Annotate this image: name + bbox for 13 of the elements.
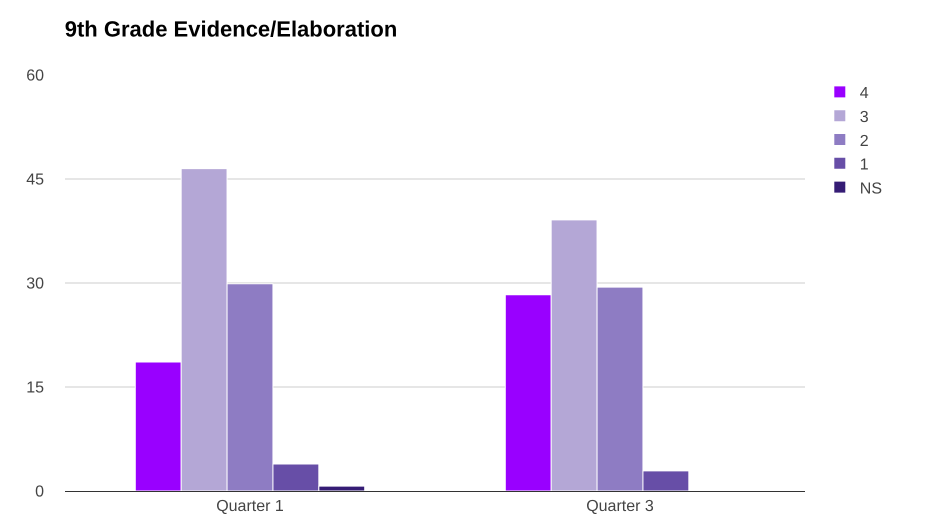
legend-label: 2	[860, 132, 869, 150]
y-tick-label: 15	[26, 380, 44, 397]
y-tick-label: 60	[26, 68, 44, 85]
legend-label: NS	[860, 180, 882, 198]
y-tick-label: 0	[35, 484, 44, 501]
legend-label: 1	[860, 156, 869, 174]
legend-label: 3	[860, 108, 869, 126]
chart-title: 9th Grade Evidence/Elaboration	[64, 16, 398, 42]
y-tick-label: 30	[26, 276, 44, 293]
x-tick-label: Quarter 1	[216, 498, 284, 516]
legend-label: 4	[860, 85, 869, 102]
y-tick-label: 45	[26, 172, 44, 189]
x-tick-label: Quarter 3	[586, 498, 654, 516]
